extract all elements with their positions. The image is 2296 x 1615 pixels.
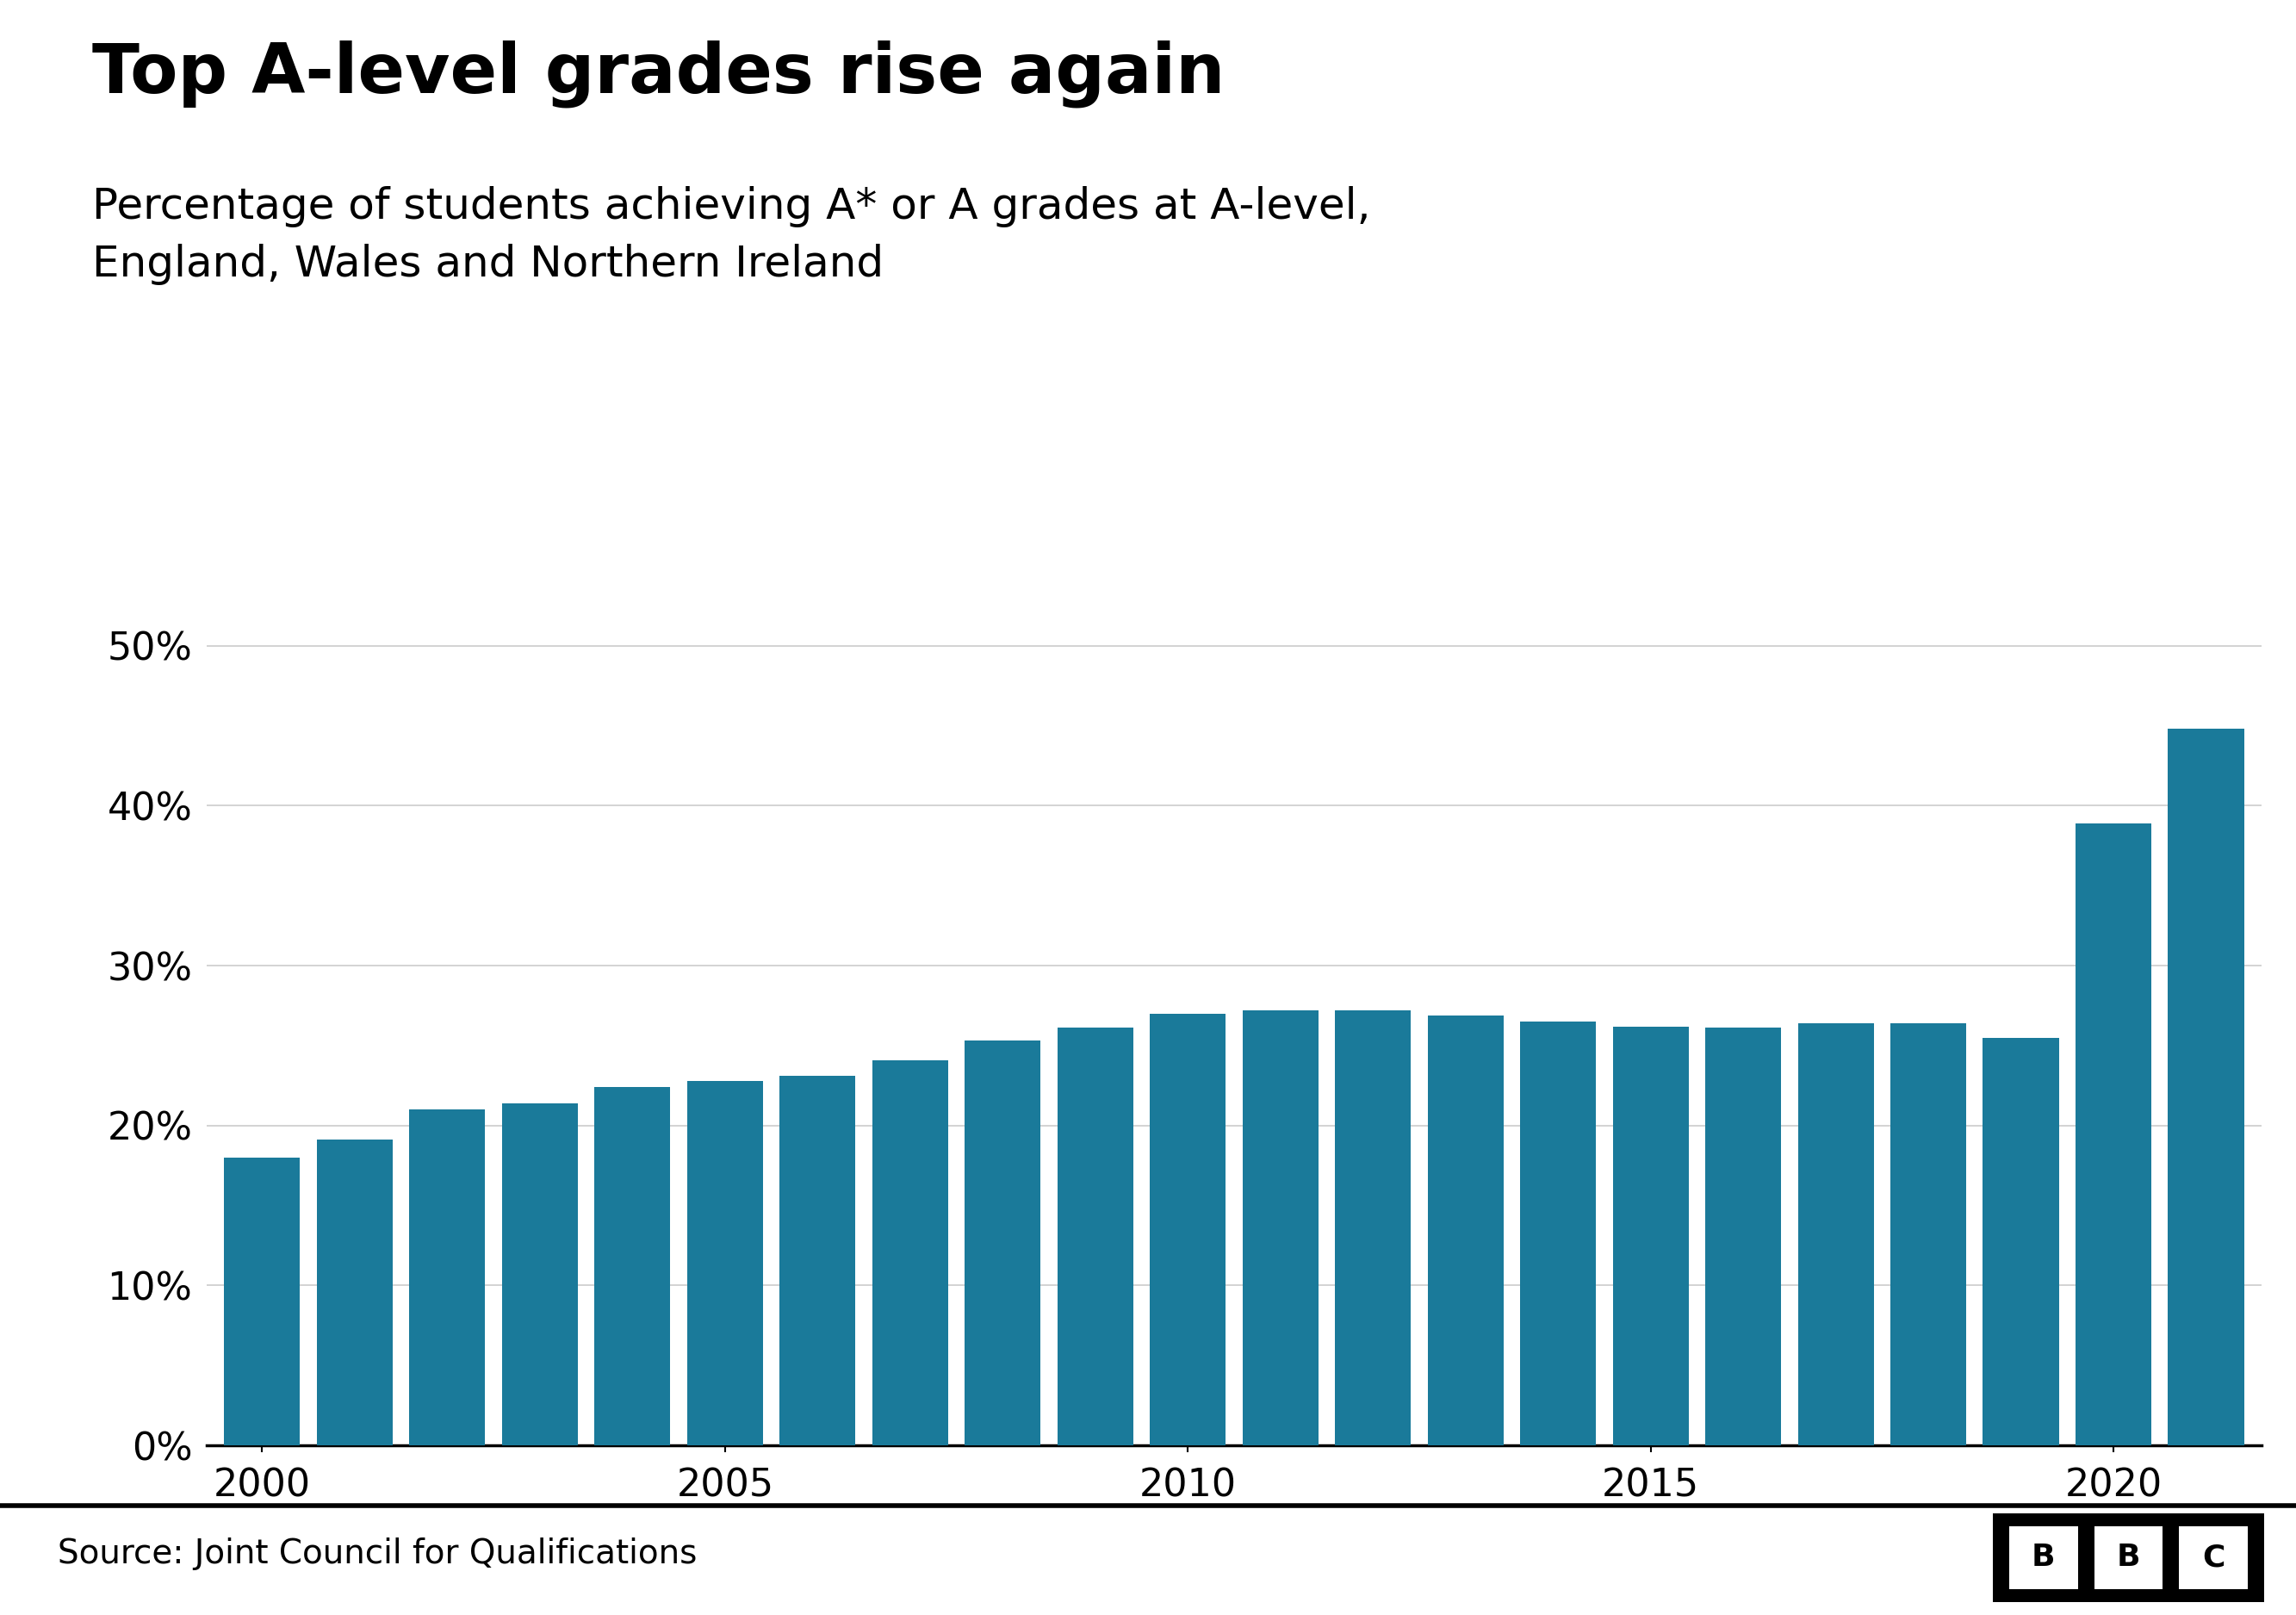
Bar xyxy=(1520,1022,1596,1445)
Bar xyxy=(1706,1029,1782,1445)
Bar xyxy=(1150,1014,1226,1445)
Bar xyxy=(781,1076,856,1445)
Bar xyxy=(2167,728,2243,1445)
Bar xyxy=(225,1158,301,1445)
Bar xyxy=(409,1110,484,1445)
Bar xyxy=(1242,1011,1318,1445)
Bar xyxy=(1798,1024,1874,1445)
Text: Top A-level grades rise again: Top A-level grades rise again xyxy=(92,40,1224,108)
Bar xyxy=(687,1080,762,1445)
Bar xyxy=(503,1103,579,1445)
Bar xyxy=(1890,1024,1965,1445)
Bar xyxy=(1428,1016,1504,1445)
Bar xyxy=(1984,1037,2060,1445)
Text: B: B xyxy=(2117,1542,2140,1573)
Text: Percentage of students achieving A* or A grades at A-level,
England, Wales and N: Percentage of students achieving A* or A… xyxy=(92,186,1371,284)
Text: B: B xyxy=(2032,1542,2055,1573)
Text: Source: Joint Council for Qualifications: Source: Joint Council for Qualifications xyxy=(57,1537,696,1570)
Bar xyxy=(2076,824,2151,1445)
Bar xyxy=(1056,1029,1134,1445)
Bar xyxy=(1612,1027,1688,1445)
Text: C: C xyxy=(2202,1542,2225,1573)
Bar xyxy=(317,1140,393,1445)
Bar xyxy=(1334,1011,1412,1445)
Bar xyxy=(872,1059,948,1445)
Bar xyxy=(964,1040,1040,1445)
Bar xyxy=(595,1087,670,1445)
